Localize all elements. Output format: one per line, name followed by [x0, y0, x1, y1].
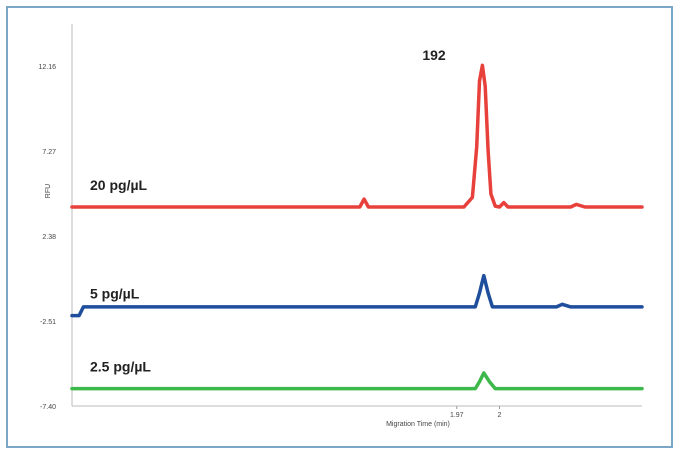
- y-tick-label: -7.40: [40, 404, 56, 411]
- series-line-2: [70, 371, 644, 391]
- series-line-1: [70, 273, 644, 318]
- y-tick-label: 7.27: [42, 149, 56, 156]
- x-tick-label: 2: [498, 412, 502, 419]
- series-label-group: 20 pg/µL 5 pg/µL 2.5 pg/µL: [90, 177, 151, 375]
- y-tick-label: -2.51: [40, 319, 56, 326]
- series-group: [70, 63, 644, 391]
- series-line-0: [70, 63, 644, 209]
- peak-label: 192: [422, 47, 446, 63]
- chart-frame: 12.16 7.27 2.38 -2.51 -7.40 1.97 2 RFU Migrat…: [6, 6, 673, 448]
- series-label-2: 2.5 pg/µL: [90, 359, 151, 375]
- x-axis-title: Migration Time (min): [386, 421, 450, 428]
- x-tick-group: 1.97 2: [450, 406, 502, 419]
- series-label-1: 5 pg/µL: [90, 286, 140, 302]
- y-axis-title: RFU: [45, 184, 52, 198]
- series-label-0: 20 pg/µL: [90, 177, 148, 193]
- x-tick-label: 1.97: [450, 412, 464, 419]
- y-tick-label: 12.16: [38, 64, 56, 71]
- y-tick-label: 2.38: [42, 234, 56, 241]
- y-tick-group: 12.16 7.27 2.38 -2.51 -7.40: [38, 64, 56, 411]
- electropherogram-chart: 12.16 7.27 2.38 -2.51 -7.40 1.97 2 RFU Migrat…: [38, 24, 644, 428]
